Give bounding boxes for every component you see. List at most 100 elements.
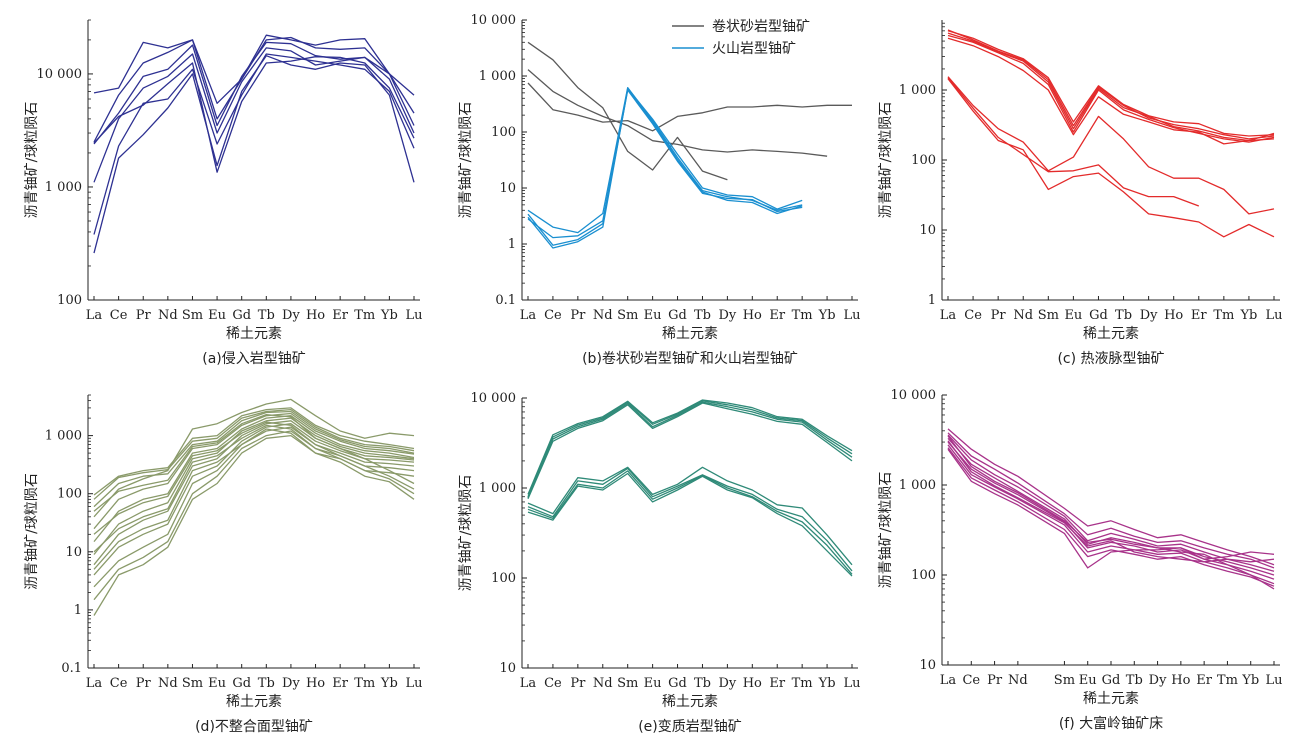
series-line-14	[93, 421, 415, 535]
x-tick-label-er: Er	[769, 676, 785, 691]
x-tick-label-nd: Nd	[158, 308, 178, 323]
series-line-4	[947, 437, 1275, 576]
chart-panel-f: 10 100 1 000 10 000 La Ce Pr Nd Sm Eu Gd Tb Dy Ho Er Tm…	[878, 388, 1283, 732]
x-tick-label-dy: Dy	[282, 676, 300, 691]
x-tick-label-tm: Tm	[1217, 673, 1238, 688]
x-tick-label-tm: Tm	[792, 676, 813, 691]
y-tick-label: 1 000	[899, 478, 936, 493]
x-tick-label-nd: Nd	[158, 676, 178, 691]
series-line-8	[93, 420, 415, 566]
y-tick-label: 1	[508, 237, 516, 252]
x-tick-label-dy: Dy	[1140, 308, 1158, 323]
x-tick-label-ce: Ce	[964, 308, 982, 323]
chart-panel-d: 0.1 1 10 100 1 000 La Ce Pr Nd Sm Eu Gd Tb Dy Ho Er Tm Yb…	[24, 394, 423, 735]
x-tick-label-pr: Pr	[136, 308, 152, 323]
series-line-2	[527, 69, 828, 157]
x-tick-label-sm: Sm	[617, 676, 638, 691]
x-tick-label-ho: Ho	[743, 676, 762, 691]
y-tick-label: 1	[74, 603, 82, 618]
y-tick-label: 1 000	[479, 481, 516, 496]
y-axis-title: 沥青铀矿/球粒陨石	[24, 473, 40, 590]
series-line-7	[947, 447, 1275, 587]
x-tick-label-tb: Tb	[1115, 308, 1132, 323]
x-tick-label-gd: Gd	[232, 676, 251, 691]
series-line-6	[527, 467, 853, 572]
x-tick-label-la: La	[940, 673, 957, 688]
x-tick-label-eu: Eu	[1079, 673, 1097, 688]
x-tick-label-lu: Lu	[1265, 308, 1282, 323]
x-tick-label-tb: Tb	[1126, 673, 1143, 688]
x-tick-label-ho: Ho	[1164, 308, 1183, 323]
y-tick-label: 100	[491, 571, 516, 586]
panel-caption: (a)侵入岩型铀矿	[202, 350, 306, 367]
x-tick-label-sm: Sm	[182, 676, 203, 691]
y-axis-title: 沥青铀矿/球粒陨石	[878, 472, 894, 589]
x-tick-label-pr: Pr	[987, 673, 1003, 688]
series-line-4	[947, 29, 1275, 140]
series-line-5	[947, 441, 1275, 580]
y-tick-label: 100	[911, 153, 936, 168]
series-line-8	[947, 78, 1275, 238]
x-tick-label-tm: Tm	[354, 676, 375, 691]
series-line-3	[947, 34, 1275, 143]
y-tick-label: 10	[499, 661, 516, 676]
legend-label: 火山岩型铀矿	[712, 41, 796, 57]
y-axis-title: 沥青铀矿/球粒陨石	[458, 475, 474, 592]
series-line-1	[527, 41, 728, 181]
series-line-4	[93, 398, 415, 518]
x-tick-label-ce: Ce	[544, 308, 562, 323]
series-line-1	[947, 30, 1275, 137]
y-tick-label: 100	[57, 293, 82, 308]
x-tick-label-dy: Dy	[1149, 673, 1167, 688]
series-line-10	[93, 426, 415, 588]
legend-label: 卷状砂岩型铀矿	[712, 19, 810, 35]
series-line-5	[527, 466, 853, 566]
series-line-7	[527, 470, 853, 575]
x-tick-label-tm: Tm	[1213, 308, 1234, 323]
series-line-3	[527, 82, 852, 132]
series-line-10	[947, 435, 1275, 590]
series-line-1	[947, 428, 1275, 566]
panel-caption: (e)变质岩型铀矿	[638, 719, 742, 735]
series-line-4	[93, 47, 415, 183]
x-tick-label-yb: Yb	[818, 308, 836, 323]
x-tick-label-pr: Pr	[570, 308, 586, 323]
x-tick-label-eu: Eu	[644, 676, 662, 691]
x-tick-label-pr: Pr	[570, 676, 586, 691]
panel-caption: (d)不整合面型铀矿	[195, 719, 313, 735]
series-line-7	[947, 77, 1200, 207]
x-tick-label-eu: Eu	[1064, 308, 1082, 323]
y-axis-title: 沥青铀矿/球粒陨石	[458, 102, 474, 219]
y-tick-label: 10	[919, 223, 936, 238]
x-tick-label-eu: Eu	[644, 308, 662, 323]
x-tick-label-la: La	[520, 676, 537, 691]
series-line-7	[93, 56, 415, 173]
x-tick-label-ho: Ho	[1171, 673, 1190, 688]
x-tick-label-tb: Tb	[258, 308, 275, 323]
series-line-4	[527, 86, 803, 234]
x-tick-label-gd: Gd	[668, 676, 687, 691]
x-tick-label-nd: Nd	[593, 308, 613, 323]
x-tick-label-la: La	[86, 308, 103, 323]
series-line-5	[93, 412, 415, 530]
y-tick-label: 100	[491, 125, 516, 140]
x-tick-label-lu: Lu	[1265, 673, 1282, 688]
panel-caption: (b)卷状砂岩型铀矿和火山岩型铀矿	[582, 351, 798, 367]
x-tick-label-tm: Tm	[354, 308, 375, 323]
panel-caption: (c) 热液脉型铀矿	[1057, 351, 1164, 367]
x-tick-label-yb: Yb	[1241, 673, 1259, 688]
x-tick-label-gd: Gd	[668, 308, 687, 323]
series-line-2	[93, 408, 415, 500]
x-tick-label-tb: Tb	[258, 676, 275, 691]
x-tick-label-nd: Nd	[593, 676, 613, 691]
series-line-2	[527, 400, 853, 497]
y-tick-label: 1 000	[45, 429, 82, 444]
x-tick-label-ce: Ce	[962, 673, 980, 688]
x-tick-label-sm: Sm	[1054, 673, 1075, 688]
x-tick-label-gd: Gd	[232, 308, 251, 323]
chart-panel-b: 0.1 1 10 100 1 000 10 000 La Ce Pr Nd Sm Eu Gd Tb Dy Ho…	[458, 13, 861, 367]
x-tick-label-sm: Sm	[617, 308, 638, 323]
x-tick-label-la: La	[86, 676, 103, 691]
x-tick-label-dy: Dy	[282, 308, 300, 323]
